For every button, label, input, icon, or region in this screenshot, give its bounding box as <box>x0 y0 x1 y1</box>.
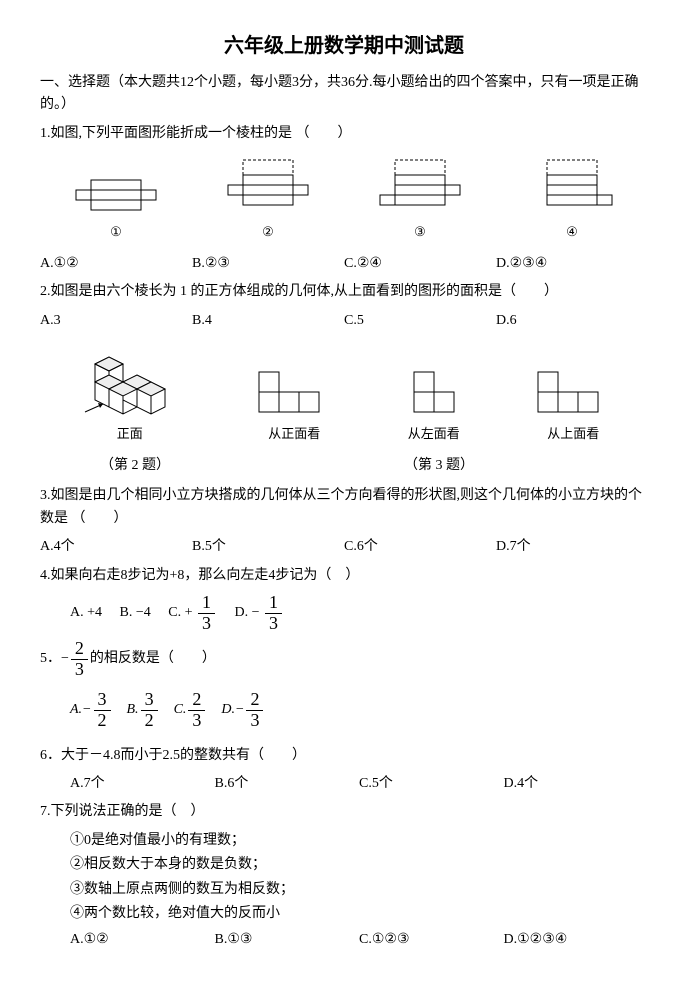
frac-num: 3 <box>94 690 111 711</box>
q3-left-label: 从左面看 <box>408 424 460 445</box>
q4-opt-c-frac: 1 3 <box>198 593 215 634</box>
q6-opt-a: A.7个 <box>70 773 215 795</box>
q1-opt-b: B.②③ <box>192 253 344 275</box>
frac-den: 3 <box>188 711 205 731</box>
q7-s3: ③数轴上原点两侧的数互为相反数； <box>40 879 648 901</box>
q3-top-label: 从上面看 <box>547 424 599 445</box>
q2-solid: 正面 <box>75 342 185 445</box>
q2-opt-b: B.4 <box>192 310 344 332</box>
q2-opt-a: A.3 <box>40 310 192 332</box>
q3-opt-d: D.7个 <box>496 536 648 558</box>
q6-options: A.7个 B.6个 C.5个 D.4个 <box>40 773 648 795</box>
q1-figures: ① ② ③ ④ <box>40 155 648 243</box>
q5-options: A.−32 B.32 C.23 D.−23 <box>40 690 648 731</box>
q3-options: A.4个 B.5个 C.6个 D.7个 <box>40 536 648 558</box>
q7-opt-d: D.①②③④ <box>504 929 649 951</box>
q1-opt-c: C.②④ <box>344 253 496 275</box>
q2-opt-d: D.6 <box>496 310 648 332</box>
frac-den: 3 <box>71 660 88 680</box>
frac-den: 3 <box>198 614 215 634</box>
question-7: 7.下列说法正确的是（ ） <box>40 801 648 823</box>
q7-opt-b: B.①③ <box>215 929 360 951</box>
caption-q3: （第 3 题） <box>344 455 648 477</box>
q5-c-frac: 23 <box>188 690 205 731</box>
q7-options: A.①② B.①③ C.①②③ D.①②③④ <box>40 929 648 951</box>
q1-fig-3: ③ <box>375 155 465 243</box>
q3-front-label: 从正面看 <box>268 424 320 445</box>
q1-opt-a: A.①② <box>40 253 192 275</box>
q5-a-frac: 32 <box>94 690 111 731</box>
q1-opt-d: D.②③④ <box>496 253 648 275</box>
q4-opt-c-pre: C. + <box>168 605 192 620</box>
q1-fig-1: ① <box>71 170 161 243</box>
frac-den: 3 <box>246 711 263 731</box>
q1-label-4: ④ <box>566 222 578 243</box>
q7-opt-a: A.①② <box>70 929 215 951</box>
section-intro: 一、选择题（本大题共12个小题，每小题3分，共36分.每小题给出的四个答案中，只… <box>40 72 648 117</box>
q3-opt-a: A.4个 <box>40 536 192 558</box>
question-2: 2.如图是由六个棱长为 1 的正方体组成的几何体,从上面看到的图形的面积是（ ） <box>40 281 648 303</box>
frac-den: 2 <box>94 711 111 731</box>
q1-options: A.①② B.②③ C.②④ D.②③④ <box>40 253 648 275</box>
q1-label-3: ③ <box>414 222 426 243</box>
q2-options: A.3 B.4 C.5 D.6 <box>40 310 648 332</box>
q4-options: A. +4 B. −4 C. + 1 3 D. − 1 3 <box>40 593 648 634</box>
question-5: 5．− 2 3 的相反数是（ ） <box>40 639 648 680</box>
q7-opt-c: C.①②③ <box>359 929 504 951</box>
q5-c-pre: C. <box>174 702 187 717</box>
fig-captions: （第 2 题） （第 3 题） <box>40 455 648 477</box>
q7-s4: ④两个数比较，绝对值大的反而小 <box>40 903 648 925</box>
q7-s2: ②相反数大于本身的数是负数； <box>40 854 648 876</box>
q5-a-pre: A.− <box>70 702 92 717</box>
frac-num: 2 <box>246 690 263 711</box>
page-title: 六年级上册数学期中测试题 <box>40 30 648 62</box>
q5-frac: 2 3 <box>71 639 88 680</box>
q5-d-frac: 23 <box>246 690 263 731</box>
q7-s1: ①0是绝对值最小的有理数； <box>40 830 648 852</box>
q4-opt-a: A. +4 <box>70 605 102 620</box>
q3-front-view: 从正面看 <box>254 367 334 445</box>
frac-num: 1 <box>265 593 282 614</box>
q4-opt-b: B. −4 <box>120 605 151 620</box>
q1-fig-4: ④ <box>527 155 617 243</box>
question-1: 1.如图,下列平面图形能折成一个棱柱的是 （ ） <box>40 123 648 145</box>
q5-post: 的相反数是（ ） <box>90 652 216 667</box>
q5-b-pre: B. <box>127 702 139 717</box>
q1-fig-2: ② <box>223 155 313 243</box>
q4-opt-d-frac: 1 3 <box>265 593 282 634</box>
question-4: 4.如果向右走8步记为+8，那么向左走4步记为（ ） <box>40 565 648 587</box>
q3-opt-c: C.6个 <box>344 536 496 558</box>
q6-opt-b: B.6个 <box>215 773 360 795</box>
question-6: 6．大于－4.8而小于2.5的整数共有（ ） <box>40 745 648 767</box>
q3-left-view: 从左面看 <box>404 367 464 445</box>
q3-top-view: 从上面看 <box>533 367 613 445</box>
q5-b-frac: 32 <box>141 690 158 731</box>
q5-d-pre: D.− <box>221 702 244 717</box>
q6-opt-c: C.5个 <box>359 773 504 795</box>
q1-label-1: ① <box>110 222 122 243</box>
caption-q2: （第 2 题） <box>40 455 344 477</box>
q5-pre: 5．− <box>40 652 69 667</box>
q3-opt-b: B.5个 <box>192 536 344 558</box>
q6-opt-d: D.4个 <box>504 773 649 795</box>
frac-num: 2 <box>188 690 205 711</box>
q2-opt-c: C.5 <box>344 310 496 332</box>
frac-den: 3 <box>265 614 282 634</box>
frac-num: 2 <box>71 639 88 660</box>
q2-q3-figures: 正面 从正面看 从左面看 <box>40 342 648 445</box>
frac-num: 3 <box>141 690 158 711</box>
frac-num: 1 <box>198 593 215 614</box>
question-3: 3.如图是由几个相同小立方块搭成的几何体从三个方向看得的形状图,则这个几何体的小… <box>40 485 648 530</box>
q2-view-front-label: 正面 <box>117 424 143 445</box>
q1-label-2: ② <box>262 222 274 243</box>
frac-den: 2 <box>141 711 158 731</box>
q4-opt-d-pre: D. − <box>234 605 259 620</box>
